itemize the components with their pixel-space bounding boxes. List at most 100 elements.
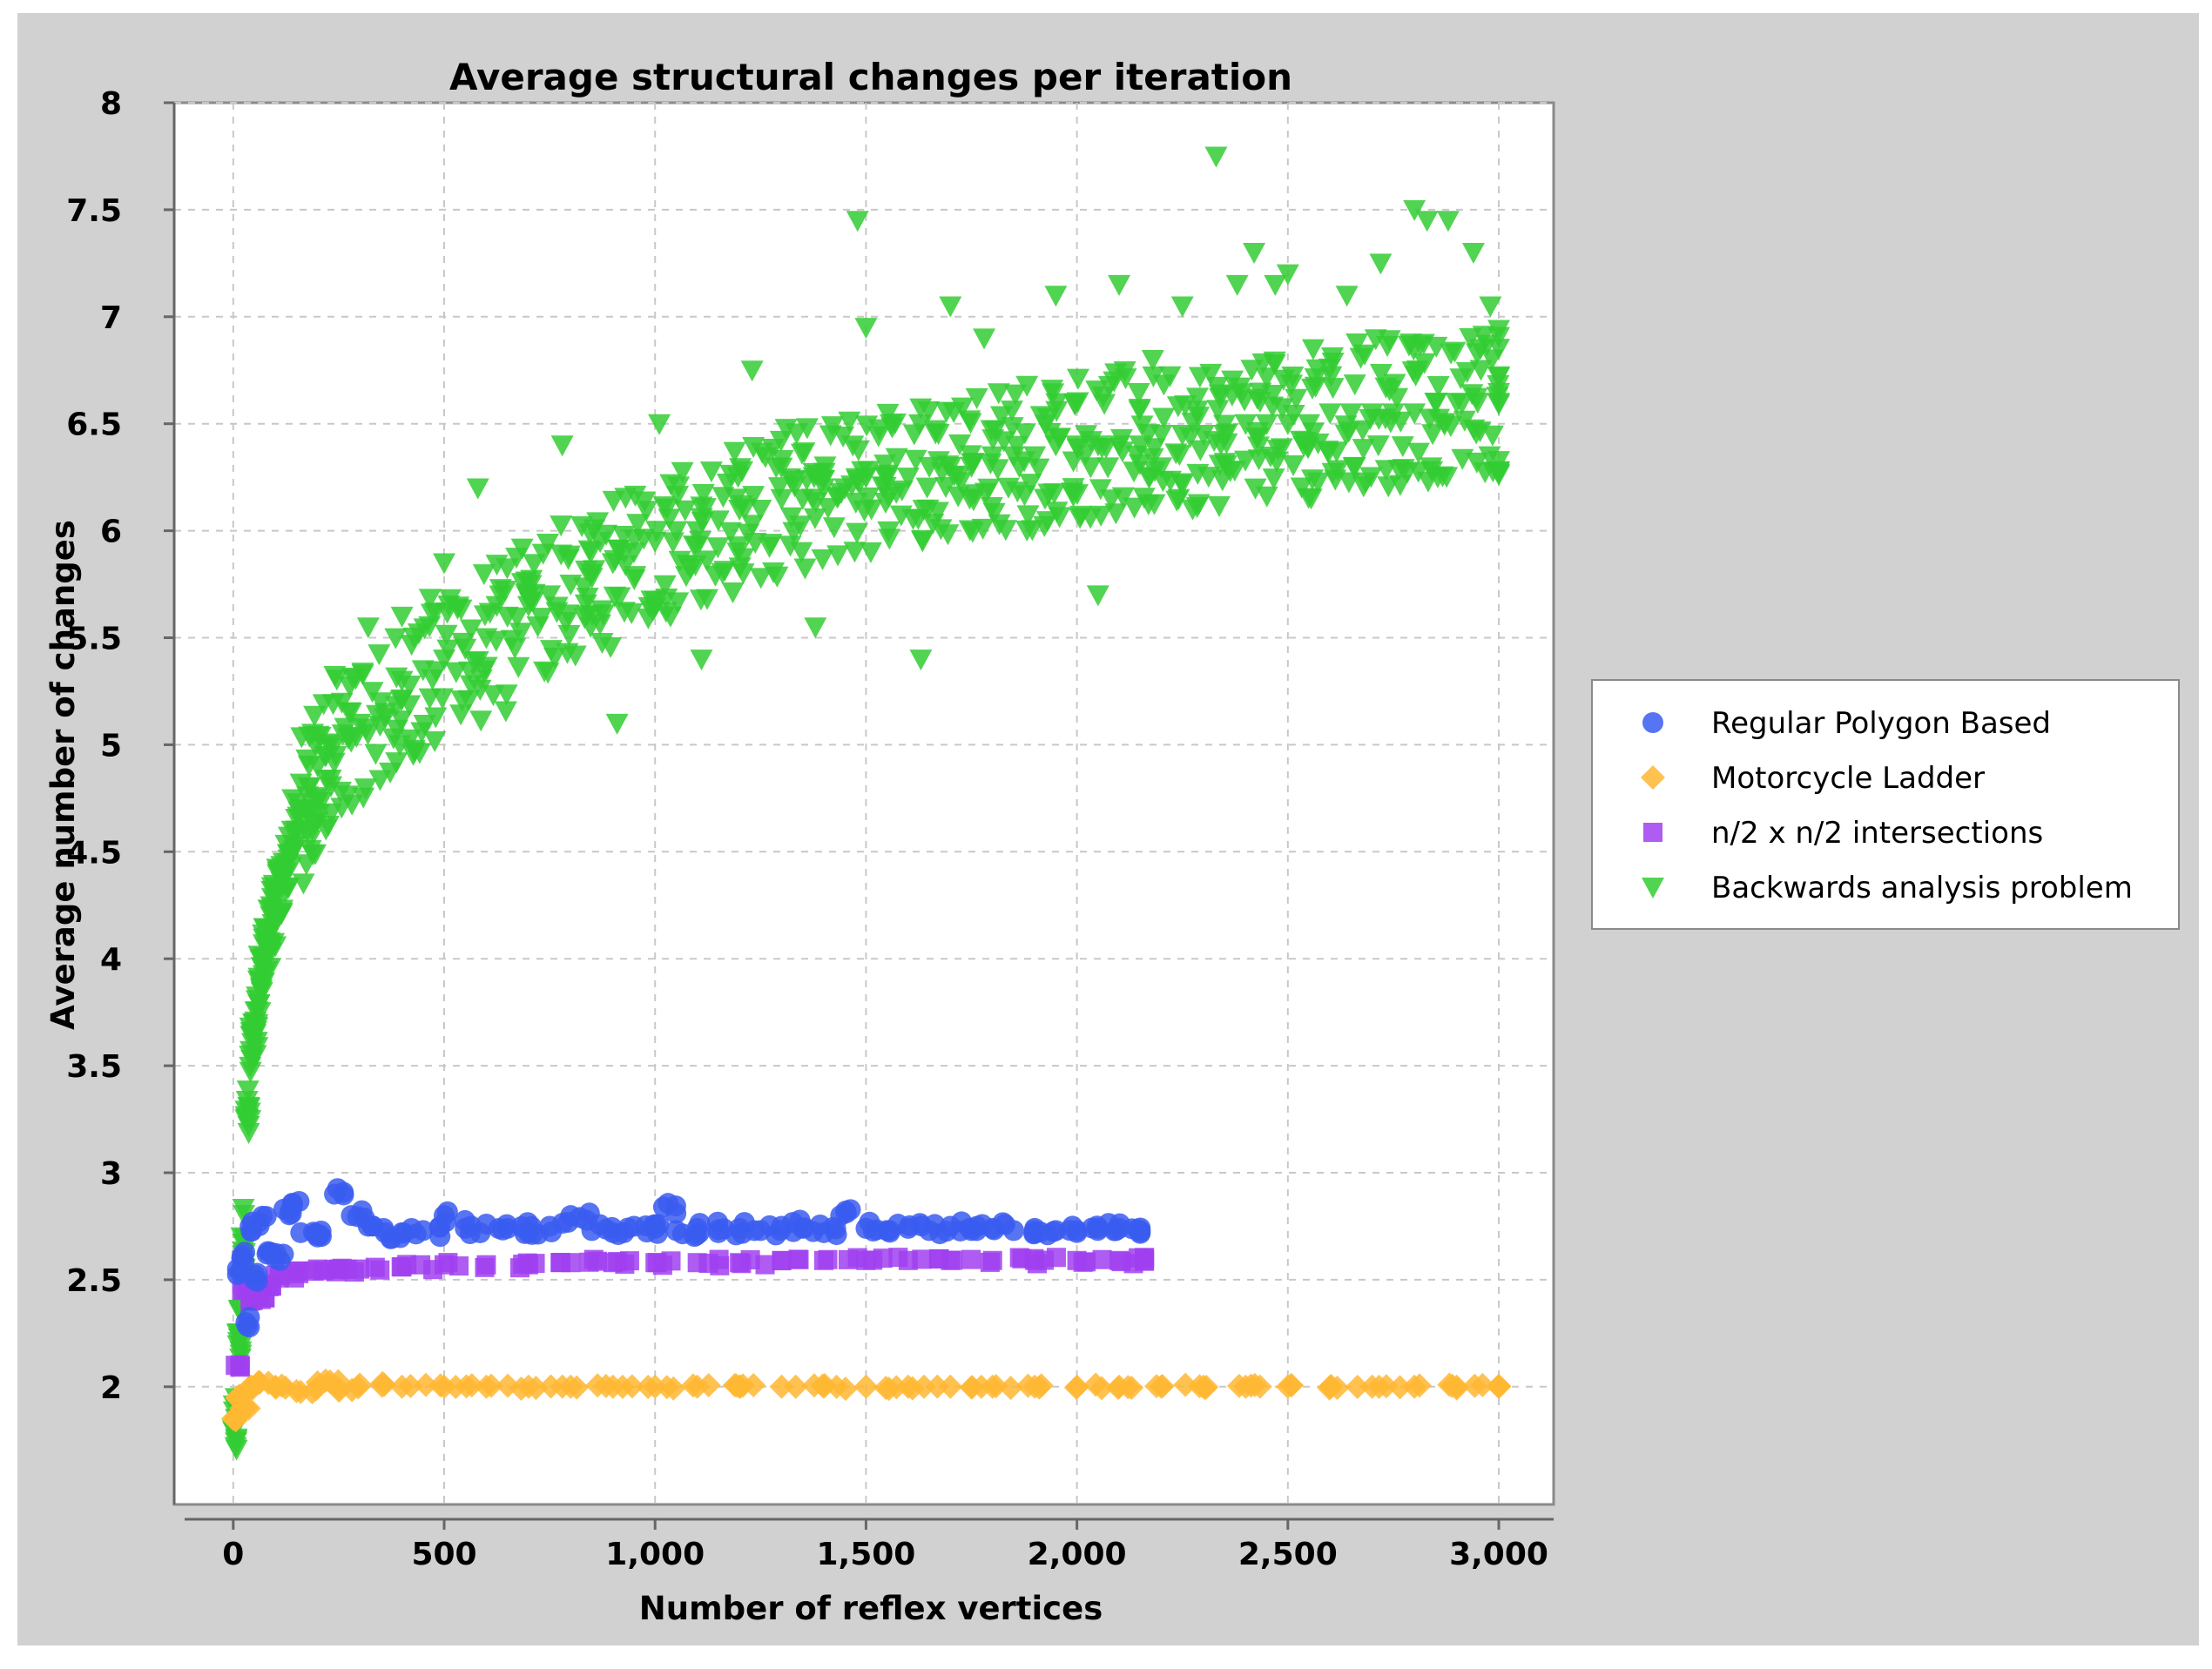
data-point xyxy=(811,548,834,570)
data-point xyxy=(370,1260,390,1280)
chart-title: Average structural changes per iteration xyxy=(449,56,1292,98)
data-point xyxy=(1005,435,1028,457)
data-point xyxy=(673,500,697,522)
data-point xyxy=(961,453,984,474)
data-point xyxy=(816,497,840,519)
data-point xyxy=(624,485,647,507)
data-point xyxy=(1152,407,1176,429)
data-point xyxy=(1185,497,1209,519)
data-point xyxy=(779,507,803,528)
data-point xyxy=(520,1215,542,1237)
legend-marker-square xyxy=(1643,823,1662,842)
data-point xyxy=(563,645,587,667)
data-point xyxy=(1225,274,1249,296)
data-point xyxy=(648,414,671,435)
data-point xyxy=(1023,446,1047,468)
data-point xyxy=(1427,408,1451,430)
data-point xyxy=(1168,445,1191,467)
data-point xyxy=(603,586,626,608)
data-point xyxy=(1321,378,1345,400)
data-point xyxy=(1440,343,1463,365)
data-point xyxy=(1045,400,1069,422)
y-tick-label: 4.5 xyxy=(66,835,122,871)
data-point xyxy=(1318,1373,1344,1398)
data-point xyxy=(476,1255,496,1275)
data-point xyxy=(1135,1248,1155,1268)
legend-label: Backwards analysis problem xyxy=(1711,871,2133,905)
data-point xyxy=(1487,366,1511,387)
data-point xyxy=(1301,339,1325,360)
data-point xyxy=(1187,407,1211,428)
data-point xyxy=(225,1428,248,1450)
data-point xyxy=(1158,366,1182,387)
data-point xyxy=(423,730,447,752)
data-point xyxy=(911,531,934,553)
data-point xyxy=(1218,461,1242,482)
data-point xyxy=(1354,472,1378,494)
data-point xyxy=(449,704,473,726)
data-point xyxy=(645,521,669,542)
data-point xyxy=(460,619,483,641)
data-point xyxy=(1487,394,1511,416)
data-point xyxy=(418,688,442,710)
data-point xyxy=(740,1250,760,1270)
y-tick-label: 2 xyxy=(100,1370,122,1406)
data-point xyxy=(691,483,715,505)
data-point xyxy=(1325,441,1348,463)
data-point xyxy=(449,1256,469,1276)
data-point xyxy=(846,522,869,544)
data-point xyxy=(939,296,962,318)
data-point xyxy=(420,603,443,625)
data-point xyxy=(610,1374,635,1399)
data-point xyxy=(732,548,755,569)
data-point xyxy=(540,640,563,662)
x-tick-label: 1,500 xyxy=(816,1537,915,1572)
data-point xyxy=(948,434,972,456)
data-point xyxy=(1090,438,1114,460)
data-point xyxy=(384,628,408,649)
data-point xyxy=(604,549,627,571)
data-point xyxy=(1064,1374,1089,1399)
data-point xyxy=(1459,327,1482,349)
data-point xyxy=(1243,243,1266,265)
data-point xyxy=(1230,383,1253,405)
data-point xyxy=(1366,1374,1392,1399)
data-point xyxy=(1406,461,1430,483)
data-point xyxy=(917,400,941,422)
plot-area xyxy=(172,101,1555,1506)
data-point xyxy=(924,1214,946,1235)
data-point xyxy=(653,575,677,596)
data-point xyxy=(1376,335,1399,357)
data-point xyxy=(646,1222,668,1244)
data-point xyxy=(793,558,817,580)
data-point xyxy=(1479,296,1502,318)
data-point xyxy=(761,439,785,461)
data-point xyxy=(1480,425,1504,447)
data-point xyxy=(958,410,981,432)
data-point xyxy=(523,1376,549,1401)
data-point xyxy=(1130,1221,1151,1242)
x-tick-label: 3,000 xyxy=(1449,1537,1548,1572)
data-point xyxy=(1185,387,1209,409)
data-point xyxy=(1470,1372,1495,1397)
data-point xyxy=(1386,387,1409,409)
data-point xyxy=(1150,1374,1175,1399)
data-point xyxy=(1141,349,1164,371)
data-point xyxy=(1367,408,1391,430)
y-tick-label: 3.5 xyxy=(66,1049,122,1085)
data-point xyxy=(1318,403,1342,425)
data-point xyxy=(579,1252,599,1272)
data-point xyxy=(762,562,786,583)
data-point xyxy=(1194,1375,1219,1400)
data-point xyxy=(838,411,861,433)
data-point xyxy=(1029,1221,1051,1243)
data-point xyxy=(772,1251,792,1271)
data-point xyxy=(900,1376,925,1401)
data-point xyxy=(1093,394,1116,415)
data-point xyxy=(1109,428,1133,450)
data-point xyxy=(779,535,802,557)
data-point xyxy=(412,1220,434,1242)
data-point xyxy=(557,624,581,646)
data-point xyxy=(550,515,573,537)
series-outliers xyxy=(314,146,1502,767)
